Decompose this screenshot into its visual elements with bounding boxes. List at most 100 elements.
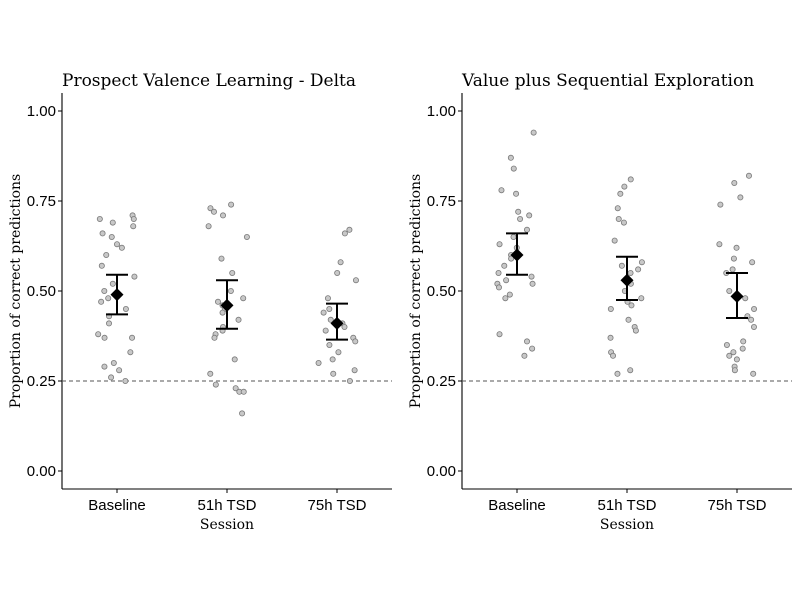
- data-point: [748, 316, 755, 323]
- data-point: [205, 223, 212, 230]
- data-point: [207, 205, 214, 212]
- data-point: [611, 237, 618, 244]
- data-point: [122, 305, 129, 312]
- data-point: [496, 241, 503, 248]
- data-point: [330, 370, 337, 377]
- data-point: [528, 273, 535, 280]
- data-point: [496, 331, 503, 338]
- data-point: [607, 334, 614, 341]
- data-point: [122, 377, 129, 384]
- data-point: [625, 316, 632, 323]
- data-point: [240, 295, 247, 302]
- data-point: [232, 385, 239, 392]
- data-point: [745, 172, 752, 179]
- data-point: [739, 345, 746, 352]
- x-tick-label: Baseline: [88, 497, 146, 514]
- data-point: [523, 226, 530, 233]
- data-point: [218, 255, 225, 262]
- data-point: [495, 284, 502, 291]
- data-point: [628, 302, 635, 309]
- data-point: [130, 223, 137, 230]
- y-tick-label: 0.50: [27, 283, 56, 300]
- x-tick-label: 75h TSD: [308, 497, 367, 514]
- data-point: [627, 176, 634, 183]
- data-point: [632, 327, 639, 334]
- data-point: [116, 367, 123, 374]
- data-point: [495, 269, 502, 276]
- data-point: [326, 305, 333, 312]
- data-point: [320, 309, 327, 316]
- data-point: [635, 266, 642, 273]
- data-point: [638, 295, 645, 302]
- data-point: [98, 298, 105, 305]
- data-point: [326, 341, 333, 348]
- data-point: [327, 316, 334, 323]
- y-tick-label: 1.00: [427, 103, 456, 120]
- data-point: [726, 287, 733, 294]
- data-point: [337, 259, 344, 266]
- data-point: [750, 323, 757, 330]
- data-point: [742, 295, 749, 302]
- data-point: [95, 331, 102, 338]
- data-point: [618, 262, 625, 269]
- data-point: [617, 190, 624, 197]
- mean-marker: [510, 248, 524, 262]
- data-point: [229, 269, 236, 276]
- data-point: [240, 388, 247, 395]
- data-point: [214, 298, 221, 305]
- x-tick-label: 75h TSD: [708, 497, 767, 514]
- data-point: [733, 244, 740, 251]
- data-point: [731, 367, 738, 374]
- data-point: [507, 154, 514, 161]
- data-point: [108, 374, 115, 381]
- data-point: [508, 255, 515, 262]
- data-point: [98, 262, 105, 269]
- data-point: [730, 349, 737, 356]
- data-point: [351, 367, 358, 374]
- data-point: [329, 356, 336, 363]
- data-point: [114, 241, 121, 248]
- data-point: [621, 183, 628, 190]
- data-point: [749, 259, 756, 266]
- data-point: [346, 226, 353, 233]
- x-axis-label: Session: [600, 517, 654, 533]
- data-point: [498, 187, 505, 194]
- data-point: [726, 352, 733, 359]
- data-point: [526, 212, 533, 219]
- data-point: [729, 266, 736, 273]
- data-point: [352, 338, 359, 345]
- data-point: [211, 334, 218, 341]
- data-point: [101, 363, 108, 370]
- data-point: [521, 352, 528, 359]
- data-point: [607, 305, 614, 312]
- data-point: [101, 287, 108, 294]
- data-point: [227, 287, 234, 294]
- data-point: [503, 277, 510, 284]
- data-point: [750, 370, 757, 377]
- data-point: [506, 291, 513, 298]
- y-axis-label: Proportion of correct predictions: [8, 174, 24, 409]
- y-tick-label: 0.00: [427, 463, 456, 480]
- data-point: [529, 280, 536, 287]
- data-point: [228, 201, 235, 208]
- data-point: [219, 309, 226, 316]
- x-tick-label: 51h TSD: [198, 497, 257, 514]
- data-point: [129, 334, 136, 341]
- mean-marker: [620, 273, 634, 287]
- data-point: [751, 305, 758, 312]
- data-point: [733, 356, 740, 363]
- data-point: [322, 327, 329, 334]
- mean-marker: [330, 316, 344, 330]
- data-point: [730, 255, 737, 262]
- y-axis-label: Proportion of correct predictions: [408, 174, 424, 409]
- data-point: [716, 241, 723, 248]
- data-point: [615, 215, 622, 222]
- chart-panel-1: Prospect Valence Learning - Delta 0.00 0.2…: [8, 71, 392, 533]
- mean-marker: [110, 288, 124, 302]
- data-point: [352, 277, 359, 284]
- data-point: [341, 323, 348, 330]
- data-point: [614, 370, 621, 377]
- data-point: [99, 230, 106, 237]
- data-point: [638, 259, 645, 266]
